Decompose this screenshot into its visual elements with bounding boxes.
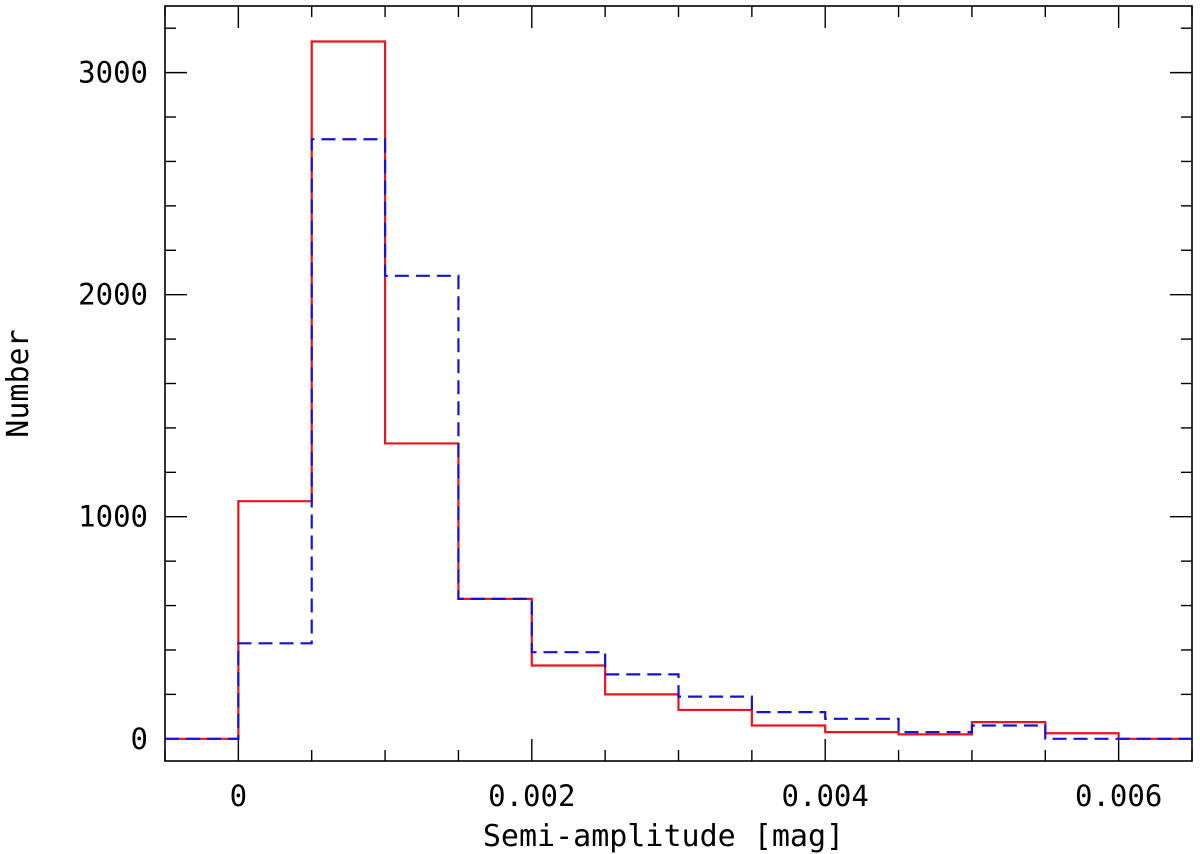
- x-tick-labels: 0 0.002 0.004 0.006: [230, 779, 1163, 813]
- y-tick-label: 0: [131, 722, 148, 756]
- series-dashed-line: [165, 138, 1192, 740]
- x-tick-label: 0.006: [1075, 779, 1162, 813]
- series-layer: [165, 40, 1192, 740]
- y-axis-title: Number: [1, 329, 36, 437]
- series-solid-line: [165, 40, 1192, 740]
- axis-ticks: [164, 6, 1193, 761]
- x-tick-label: 0: [230, 779, 247, 813]
- y-tick-label: 3000: [78, 56, 148, 90]
- y-tick-label: 1000: [78, 500, 148, 534]
- y-tick-labels: 0 1000 2000 3000: [78, 56, 148, 756]
- x-tick-label: 0.002: [488, 779, 575, 813]
- x-axis-title: Semi-amplitude [mag]: [483, 819, 844, 854]
- x-tick-label: 0.004: [782, 779, 869, 813]
- y-tick-label: 2000: [78, 278, 148, 312]
- plot-frame: [164, 5, 1193, 762]
